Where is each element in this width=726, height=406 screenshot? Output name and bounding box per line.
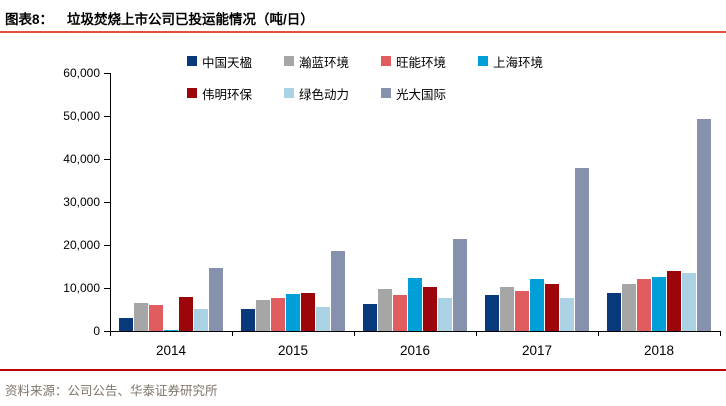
- bar-绿色动力-2016: [438, 298, 452, 331]
- bar-绿色动力-2018: [682, 273, 696, 331]
- bar-绿色动力-2015: [316, 307, 330, 331]
- x-axis-label: 2014: [155, 343, 187, 358]
- y-tick: [104, 202, 110, 203]
- legend-label: 上海环境: [493, 55, 544, 70]
- bar-中国天楹-2015: [241, 309, 255, 331]
- x-axis-label: 2017: [521, 343, 553, 358]
- bar-上海环境-2015: [286, 294, 300, 331]
- legend-label: 旺能环境: [396, 55, 447, 70]
- bar-光大国际-2014: [209, 268, 223, 331]
- legend-label: 中国天楹: [202, 55, 253, 70]
- bar-瀚蓝环境-2015: [256, 300, 270, 331]
- x-tick: [110, 331, 111, 336]
- y-axis-label: 60,000: [63, 66, 100, 80]
- y-tick: [104, 331, 110, 332]
- bottom-accent-rule: [0, 369, 726, 371]
- source-note: 资料来源：公司公告、华泰证券研究所: [5, 383, 218, 398]
- x-axis-label: 2018: [643, 343, 675, 358]
- bar-瀚蓝环境-2014: [134, 303, 148, 331]
- legend-item-伟明环保: 伟明环保: [187, 86, 253, 102]
- bar-光大国际-2018: [697, 119, 711, 331]
- legend-item-上海环境: 上海环境: [478, 54, 544, 70]
- legend-label: 伟明环保: [202, 87, 253, 102]
- y-tick: [104, 159, 110, 160]
- legend-swatch-icon: [284, 56, 294, 66]
- legend-label: 瀚蓝环境: [299, 55, 350, 70]
- figure-number-label: 图表8：: [5, 12, 54, 27]
- x-tick: [598, 331, 599, 336]
- bar-伟明环保-2016: [423, 287, 437, 331]
- y-tick: [104, 288, 110, 289]
- x-tick: [476, 331, 477, 336]
- legend-item-瀚蓝环境: 瀚蓝环境: [284, 54, 350, 70]
- legend-item-中国天楹: 中国天楹: [187, 54, 253, 70]
- figure-title: 垃圾焚烧上市公司已投运能情况（吨/日）: [67, 12, 314, 27]
- top-accent-rule: [0, 31, 726, 33]
- bar-中国天楹-2017: [485, 295, 499, 331]
- bar-绿色动力-2017: [560, 298, 574, 331]
- legend-item-绿色动力: 绿色动力: [284, 86, 350, 102]
- bar-瀚蓝环境-2018: [622, 284, 636, 331]
- legend-item-光大国际: 光大国际: [381, 86, 447, 102]
- y-axis-label: 30,000: [63, 195, 100, 209]
- bar-伟明环保-2018: [667, 271, 681, 331]
- legend-swatch-icon: [284, 88, 294, 98]
- x-axis-label: 2016: [399, 343, 431, 358]
- bar-旺能环境-2017: [515, 291, 529, 331]
- bar-上海环境-2016: [408, 278, 422, 331]
- legend-swatch-icon: [381, 56, 391, 66]
- bar-旺能环境-2014: [149, 305, 163, 331]
- y-tick: [104, 73, 110, 74]
- x-tick: [720, 331, 721, 336]
- bar-光大国际-2015: [331, 251, 345, 331]
- y-axis-line: [110, 73, 111, 331]
- y-axis-label: 10,000: [63, 281, 100, 295]
- x-tick: [232, 331, 233, 336]
- bar-瀚蓝环境-2017: [500, 287, 514, 331]
- bar-上海环境-2014: [164, 330, 178, 331]
- y-axis-label: 20,000: [63, 238, 100, 252]
- bar-上海环境-2018: [652, 277, 666, 331]
- legend-label: 光大国际: [396, 87, 447, 102]
- bar-中国天楹-2018: [607, 293, 621, 331]
- bar-伟明环保-2014: [179, 297, 193, 331]
- x-axis-line: [110, 331, 721, 332]
- legend-item-旺能环境: 旺能环境: [381, 54, 447, 70]
- bar-绿色动力-2014: [194, 309, 208, 331]
- y-tick: [104, 116, 110, 117]
- y-axis-label: 40,000: [63, 152, 100, 166]
- bar-旺能环境-2018: [637, 279, 651, 331]
- y-tick: [104, 245, 110, 246]
- bar-中国天楹-2016: [363, 304, 377, 331]
- figure-header: 图表8： 垃圾焚烧上市公司已投运能情况（吨/日）: [5, 8, 314, 28]
- bar-旺能环境-2016: [393, 295, 407, 331]
- legend-label: 绿色动力: [299, 87, 350, 102]
- x-tick: [354, 331, 355, 336]
- legend-swatch-icon: [187, 56, 197, 66]
- legend-swatch-icon: [187, 88, 197, 98]
- y-axis-label: 0: [93, 324, 100, 338]
- bar-光大国际-2017: [575, 168, 589, 331]
- bar-旺能环境-2015: [271, 298, 285, 331]
- bar-中国天楹-2014: [119, 318, 133, 331]
- bar-上海环境-2017: [530, 279, 544, 331]
- bar-瀚蓝环境-2016: [378, 289, 392, 331]
- x-axis-label: 2015: [277, 343, 309, 358]
- bar-光大国际-2016: [453, 239, 467, 331]
- bar-伟明环保-2015: [301, 293, 315, 331]
- legend-swatch-icon: [478, 56, 488, 66]
- bar-伟明环保-2017: [545, 284, 559, 331]
- legend-swatch-icon: [381, 88, 391, 98]
- y-axis-label: 50,000: [63, 109, 100, 123]
